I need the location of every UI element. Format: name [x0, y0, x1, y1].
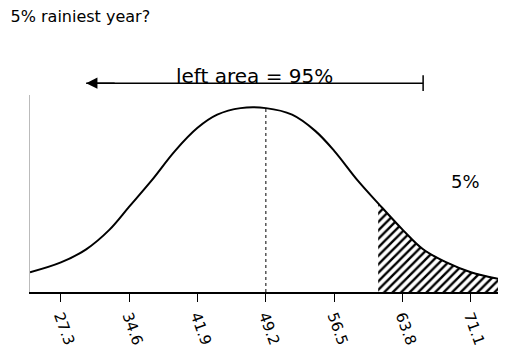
svg-text:63.8: 63.8 [392, 310, 420, 348]
svg-text:56.5: 56.5 [323, 310, 351, 348]
svg-text:34.6: 34.6 [118, 310, 146, 348]
svg-text:49.2: 49.2 [255, 310, 283, 348]
svg-text:71.1: 71.1 [460, 310, 488, 348]
svg-text:left area = 95%: left area = 95% [176, 64, 333, 88]
svg-text:41.9: 41.9 [187, 310, 215, 348]
svg-text:5% rainiest year?: 5% rainiest year? [11, 7, 151, 26]
svg-text:5%: 5% [451, 171, 480, 192]
svg-text:27.3: 27.3 [50, 310, 78, 348]
